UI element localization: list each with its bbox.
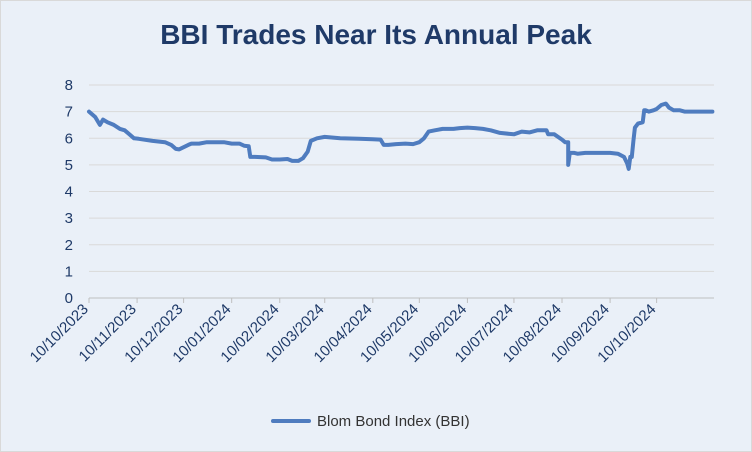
y-tick-label: 5 (65, 157, 73, 174)
chart-title: BBI Trades Near Its Annual Peak (160, 19, 592, 50)
y-tick-label: 1 (65, 263, 73, 280)
y-tick-label: 2 (65, 237, 73, 254)
y-tick-label: 4 (65, 184, 73, 201)
y-tick-label: 3 (65, 210, 73, 227)
y-tick-label: 0 (65, 290, 73, 307)
y-tick-label: 8 (65, 77, 73, 94)
y-tick-label: 7 (65, 104, 73, 121)
legend-label: Blom Bond Index (BBI) (317, 413, 470, 430)
y-tick-label: 6 (65, 130, 73, 147)
series-line-bbi (87, 101, 715, 171)
